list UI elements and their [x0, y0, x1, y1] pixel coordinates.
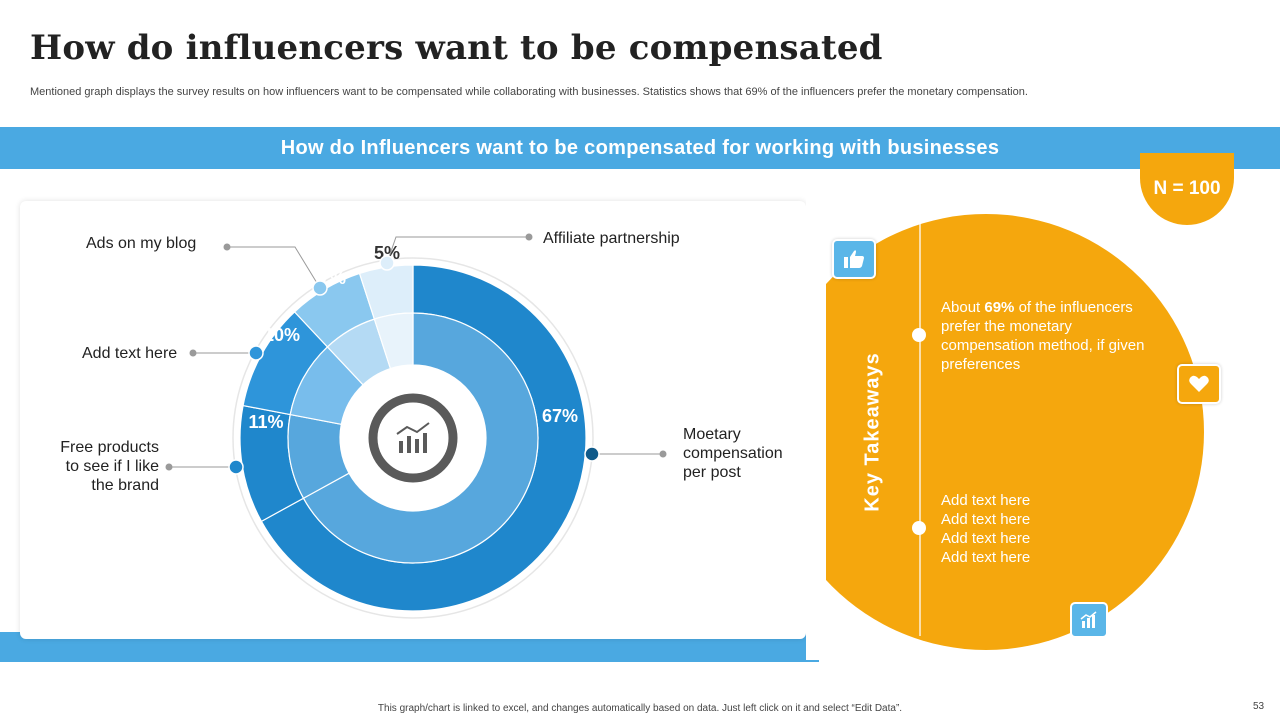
leader-end-add-text	[189, 349, 197, 357]
leader-dot-ads-blog	[312, 280, 328, 296]
page-number: 53	[1253, 701, 1265, 712]
key-takeaways-panel	[806, 190, 1280, 660]
chart-icon-line	[396, 422, 430, 435]
leader-dot-add-text	[248, 345, 264, 361]
chart-panel[interactable]: 67% 11% 10% 7% 5% Ads on my blog Affiliate p…	[20, 201, 806, 639]
donut-outline	[232, 257, 594, 619]
leader-end-monetary	[659, 450, 667, 458]
heart-icon	[1177, 364, 1221, 404]
chart-icon-bar-4	[423, 433, 427, 453]
leader-dot-affiliate	[379, 255, 395, 271]
leader-line-affiliate	[386, 236, 529, 264]
label-monetary: Moetary compensation per post	[683, 426, 783, 481]
sample-size-text: N = 100	[1153, 178, 1221, 199]
leader-dot-free-products	[228, 459, 244, 475]
value-label-free-products: 11%	[248, 412, 283, 432]
donut-center	[340, 365, 486, 511]
leader-dot-monetary	[584, 446, 600, 462]
chart-icon-bar-1	[399, 441, 403, 453]
thumbs-up-icon	[832, 239, 876, 279]
label-affiliate: Affiliate partnership	[543, 230, 680, 247]
sample-size-badge: N = 100	[1140, 153, 1234, 225]
value-label-ads-blog: 7%	[320, 268, 346, 288]
chart-banner: How do Influencers want to be compensate…	[0, 127, 1280, 169]
label-free-products: Free products to see if I like the brand	[60, 439, 159, 494]
takeaway-2: Add text here Add text here Add text her…	[941, 492, 1031, 566]
page-title: How do influencers want to be compensate…	[30, 28, 883, 68]
donut-chart[interactable]: 67% 11% 10% 7% 5%	[20, 201, 806, 639]
leader-line-ads-blog	[227, 246, 321, 289]
takeaways-shape	[806, 190, 1204, 660]
value-label-add-text: 10%	[264, 325, 300, 345]
label-add-text: Add text here	[82, 345, 178, 362]
leader-end-free-products	[165, 463, 173, 471]
bar-chart-icon	[1070, 602, 1108, 638]
chart-icon-bar-2	[407, 436, 411, 453]
value-label-monetary: 67%	[542, 406, 578, 426]
value-label-affiliate: 5%	[374, 243, 400, 263]
page-subtitle: Mentioned graph displays the survey resu…	[30, 86, 1028, 98]
n-badge-shape	[1140, 153, 1234, 225]
leader-end-affiliate	[525, 233, 533, 241]
takeaway-1: About 69% of the influencers prefer the …	[941, 299, 1145, 373]
chart-icon-bar-3	[415, 439, 419, 453]
banner-text: How do Influencers want to be compensate…	[280, 136, 1000, 159]
chart-icon	[368, 393, 458, 483]
leader-end-ads-blog	[223, 243, 231, 251]
label-ads-blog: Ads on my blog	[86, 235, 197, 252]
footer-note: This graph/chart is linked to excel, and…	[377, 703, 903, 714]
